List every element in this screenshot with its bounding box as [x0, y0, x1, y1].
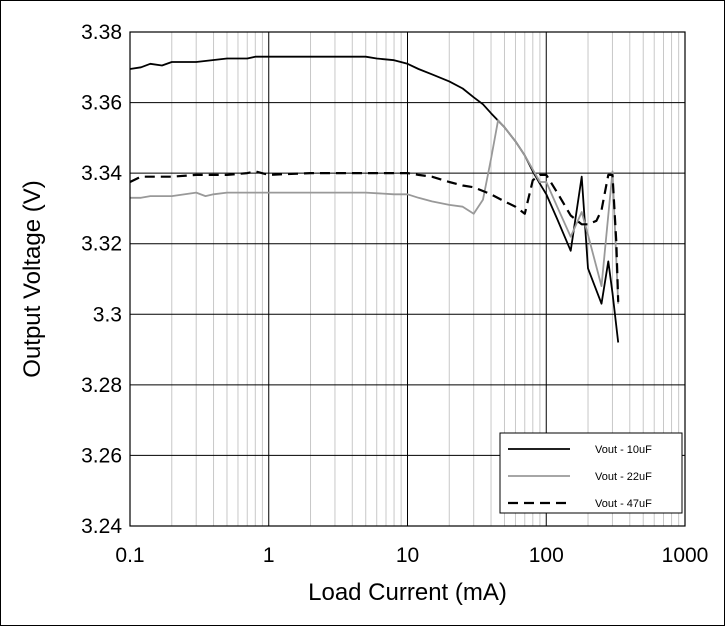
x-tick-label: 1	[263, 544, 275, 567]
y-tick-label: 3.26	[81, 444, 122, 467]
y-tick-label: 3.28	[81, 374, 122, 397]
x-tick-label: 1000	[662, 544, 709, 567]
series-line-1	[129, 55, 620, 343]
plot-area-border	[129, 31, 686, 527]
y-tick-label: 3.32	[81, 233, 122, 256]
y-tick-label: 3.24	[81, 515, 122, 538]
x-tick-label: 0.1	[115, 544, 144, 567]
series-layer	[129, 55, 620, 343]
y-axis-title: Output Voltage (V)	[19, 180, 46, 377]
legend-box	[499, 432, 683, 514]
legend-label: Vout - 22uF	[595, 471, 652, 483]
y-tick-label: 3.34	[81, 162, 122, 185]
y-tick-label: 3.38	[81, 21, 122, 44]
series-line-2	[130, 119, 620, 304]
legend: Vout - 10uF Vout - 22uF Vout - 47uF	[499, 432, 683, 514]
x-axis-tick-labels: 0.1 1 10 100 1000	[115, 544, 708, 567]
series-line-3	[129, 170, 620, 302]
minor-gridlines	[171, 32, 680, 526]
y-tick-label: 3.36	[81, 92, 122, 115]
legend-label: Vout - 47uF	[595, 498, 652, 510]
y-axis-tick-labels: 3.24 3.26 3.28 3.3 3.32 3.34 3.36 3.38	[81, 21, 122, 538]
legend-label: Vout - 10uF	[595, 444, 652, 456]
x-tick-label: 10	[396, 544, 419, 567]
x-tick-label: 100	[529, 544, 564, 567]
y-tick-label: 3.3	[93, 303, 122, 326]
x-axis-title: Load Current (mA)	[308, 579, 507, 606]
